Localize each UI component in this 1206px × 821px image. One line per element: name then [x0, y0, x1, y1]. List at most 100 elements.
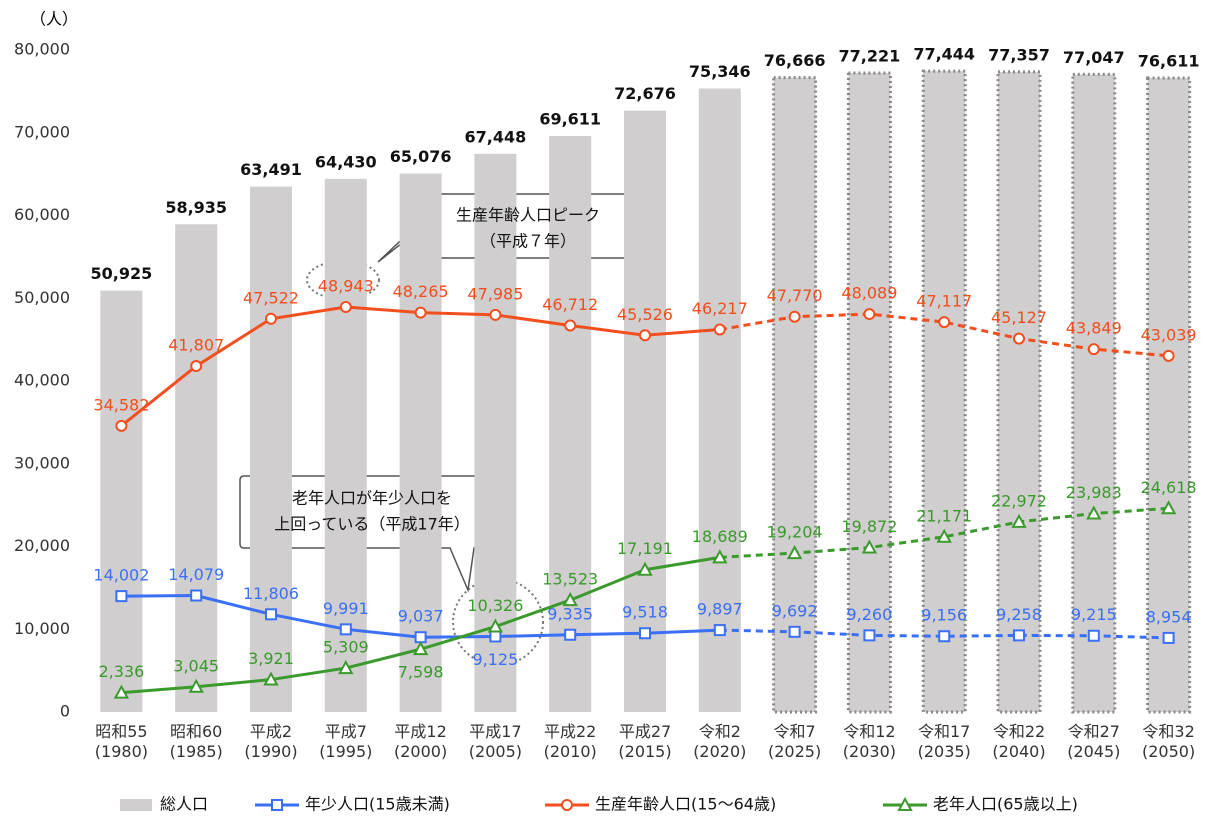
x-tick-label: 平成7 (1995) — [319, 722, 372, 761]
data-label: 8,954 — [1146, 607, 1192, 626]
marker — [1162, 631, 1175, 644]
bar — [175, 224, 218, 713]
data-label: 17,191 — [617, 539, 673, 558]
data-label: 9,897 — [697, 600, 743, 619]
legend-label: 総人口 — [160, 795, 208, 814]
data-label: 19,204 — [767, 523, 823, 542]
y-tick-label: 30,000 — [14, 453, 70, 472]
marker — [713, 323, 726, 336]
marker — [489, 630, 502, 643]
bar — [549, 135, 592, 712]
highlight — [452, 578, 544, 666]
legend-swatch — [120, 799, 152, 811]
data-label: 9,258 — [996, 605, 1042, 624]
marker — [1162, 349, 1175, 362]
marker — [639, 627, 651, 640]
data-label: 45,526 — [617, 305, 673, 324]
marker — [338, 659, 354, 675]
marker — [788, 625, 801, 638]
y-tick-label: 80,000 — [14, 40, 70, 59]
data-label: 47,985 — [467, 284, 523, 303]
legend-marker — [271, 799, 283, 811]
data-label: 13,523 — [542, 570, 598, 589]
marker — [938, 316, 951, 329]
data-label: 48,943 — [318, 276, 374, 295]
data-label: 9,125 — [472, 650, 518, 669]
marker — [786, 544, 803, 560]
marker — [265, 608, 277, 621]
data-label: 24,618 — [1141, 478, 1197, 497]
data-label: 47,522 — [243, 288, 299, 307]
data-label: 3,045 — [173, 656, 219, 675]
data-label: 58,935 — [165, 198, 227, 217]
data-label: 48,265 — [393, 282, 449, 301]
bar — [996, 70, 1042, 714]
data-label: 65,076 — [390, 147, 452, 166]
x-tick-label: 令和2 (2020) — [693, 722, 746, 761]
data-label: 19,872 — [841, 517, 897, 536]
data-label: 34,582 — [93, 395, 149, 414]
marker — [564, 319, 577, 332]
marker — [412, 641, 429, 656]
y-tick-label: 40,000 — [14, 371, 70, 390]
x-tick-label: 平成22 (2010) — [544, 722, 597, 761]
marker — [1086, 505, 1102, 520]
y-tick-label: 20,000 — [14, 536, 70, 555]
data-label: 14,002 — [93, 566, 149, 585]
legend-marker — [897, 796, 913, 811]
data-label: 3,921 — [248, 649, 294, 668]
marker — [190, 360, 203, 373]
marker — [1087, 629, 1100, 642]
data-label: 14,079 — [168, 565, 224, 584]
data-label: 76,666 — [764, 51, 826, 70]
data-label: 46,217 — [692, 299, 748, 318]
data-label: 41,807 — [168, 336, 224, 355]
annotation: 老年人口が年少人口を — [292, 489, 452, 508]
marker — [414, 306, 427, 319]
marker — [265, 312, 277, 325]
marker — [1013, 629, 1025, 642]
data-label: 77,444 — [913, 45, 975, 64]
y-tick-label: 10,000 — [14, 619, 70, 638]
data-label: 77,221 — [839, 46, 901, 65]
legend-label: 年少人口(15歳未満) — [305, 795, 450, 814]
data-label: 21,171 — [916, 506, 972, 525]
data-label: 9,260 — [846, 605, 892, 624]
marker — [936, 528, 952, 543]
annotation: （平成７年） — [480, 232, 576, 251]
bar — [1146, 76, 1192, 714]
data-label: 9,156 — [921, 606, 967, 625]
marker — [1160, 500, 1177, 515]
bar — [772, 76, 818, 714]
x-tick-label: 令和17 (2035) — [918, 722, 971, 761]
data-label: 9,215 — [1071, 605, 1117, 624]
data-label: 64,430 — [315, 152, 377, 171]
data-label: 5,309 — [323, 638, 369, 657]
marker — [1013, 332, 1025, 345]
marker — [188, 678, 204, 693]
y-tick-label: 60,000 — [14, 205, 70, 224]
data-label: 11,806 — [243, 584, 299, 603]
marker — [113, 684, 130, 699]
y-unit: （人） — [30, 10, 78, 29]
data-label: 9,692 — [772, 601, 818, 620]
y-tick-label: 0 — [60, 702, 70, 721]
marker — [639, 329, 651, 342]
annotation: 上回っている（平成17年） — [274, 515, 470, 534]
data-label: 9,518 — [622, 603, 668, 622]
x-tick-label: 令和12 (2030) — [843, 722, 896, 761]
bar — [921, 69, 967, 714]
data-label: 9,335 — [547, 604, 593, 623]
x-tick-label: 令和7 (2025) — [768, 722, 821, 761]
x-tick-label: 令和22 (2040) — [992, 722, 1045, 761]
bar — [846, 71, 892, 714]
marker — [115, 590, 128, 603]
marker — [562, 592, 578, 607]
data-label: 43,849 — [1066, 319, 1122, 338]
data-label: 22,972 — [991, 491, 1047, 510]
marker — [938, 630, 951, 643]
marker — [713, 624, 726, 637]
data-label: 67,448 — [465, 127, 527, 146]
marker — [115, 419, 128, 432]
data-label: 2,336 — [98, 662, 144, 681]
